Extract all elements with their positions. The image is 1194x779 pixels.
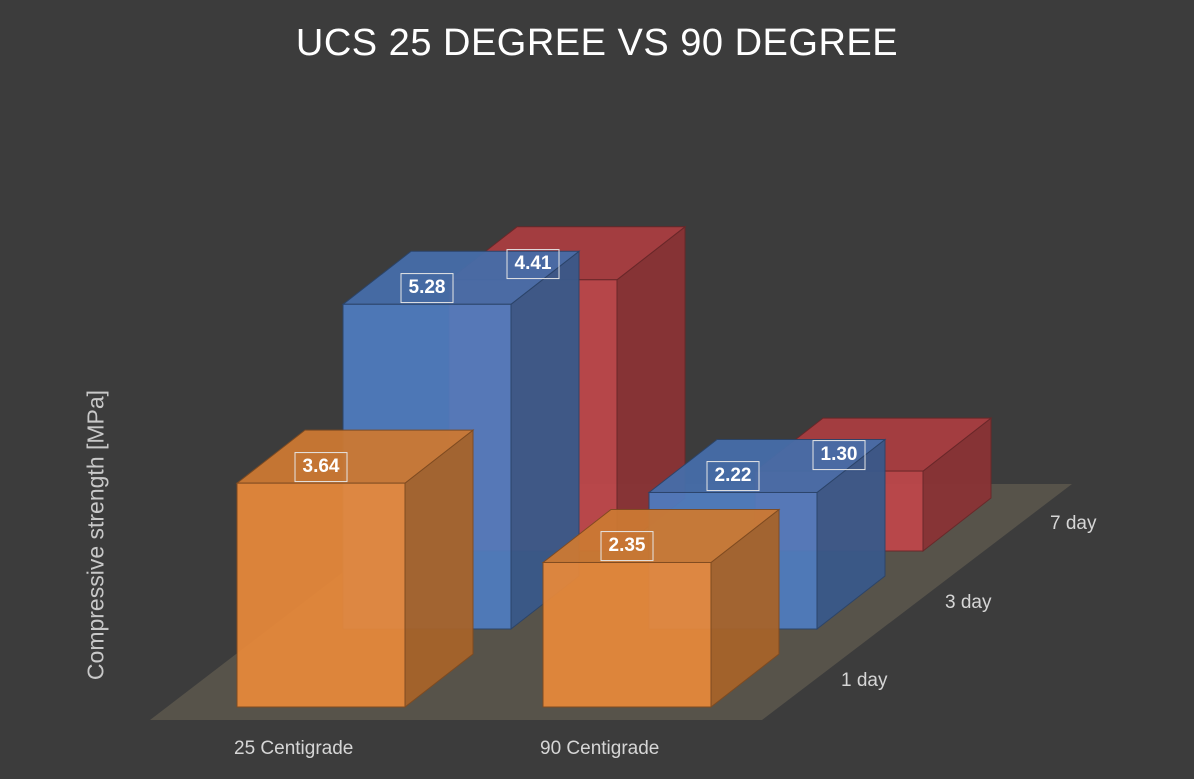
data-label: 2.35 (600, 531, 654, 562)
data-label: 1.30 (812, 440, 866, 470)
bar-1-day-25c (235, 429, 475, 709)
chart-title: UCS 25 DEGREE VS 90 DEGREE (295, 22, 899, 64)
data-label: 5.28 (400, 273, 454, 304)
depth-axis-label: 7 day (1050, 513, 1097, 534)
bar-1-day-90c (541, 508, 781, 709)
depth-axis-label: 1 day (841, 670, 888, 691)
data-label: 2.22 (706, 461, 760, 492)
x-tick-label: 25 Centigrade (234, 738, 354, 759)
x-tick-label: 90 Centigrade (540, 738, 660, 759)
data-label: 3.64 (294, 452, 348, 483)
depth-axis-label: 3 day (945, 592, 992, 613)
data-label: 4.41 (506, 248, 560, 279)
